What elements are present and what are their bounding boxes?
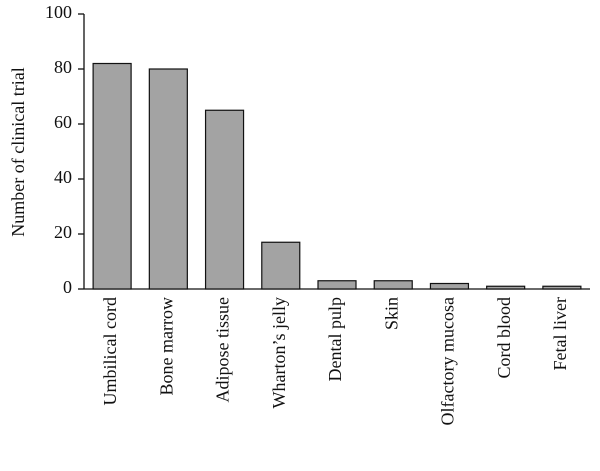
x-tick-label: Bone marrow	[156, 297, 176, 395]
x-tick-label: Adipose tissue	[213, 297, 233, 403]
y-tick-label: 0	[63, 277, 72, 297]
bar	[317, 280, 357, 290]
x-tick-label: Olfactory mucosa	[438, 297, 458, 425]
bar	[148, 68, 188, 290]
y-tick-label: 20	[54, 222, 72, 242]
x-tick-label: Wharton’s jelly	[269, 297, 289, 408]
y-axis-label: Number of clinical trial	[8, 67, 28, 236]
x-tick-label: Cord blood	[494, 297, 514, 379]
bar	[429, 282, 470, 290]
bar	[486, 285, 526, 290]
bar	[542, 285, 582, 290]
x-tick-label: Umbilical cord	[100, 297, 120, 405]
bar	[92, 62, 132, 290]
y-tick-label: 60	[54, 112, 72, 132]
x-tick-label: Skin	[381, 297, 401, 330]
bar	[204, 109, 245, 290]
x-tick-label: Dental pulp	[325, 297, 345, 381]
x-tick-label: Fetal liver	[550, 297, 570, 370]
bar	[261, 241, 301, 290]
y-tick-label: 100	[45, 2, 72, 22]
bar	[373, 280, 413, 290]
y-tick-label: 80	[54, 57, 72, 77]
y-tick-label: 40	[54, 167, 72, 187]
